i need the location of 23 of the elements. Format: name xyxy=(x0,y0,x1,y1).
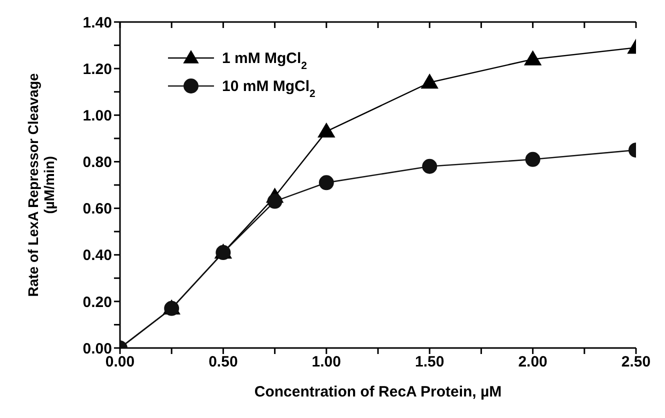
legend-label: 1 mM MgCl$_{2}$ xyxy=(222,50,308,72)
y-axis-title: Rate of LexA Repressor Cleavage (µM/min) xyxy=(25,73,57,297)
x-tick-label: 1.00 xyxy=(312,354,341,371)
point xyxy=(318,175,334,190)
y-tick-label: 0.20 xyxy=(82,294,112,311)
legend-label: 10 mM MgCl$_{2}$ xyxy=(222,78,316,100)
y-tick-label: 0.60 xyxy=(82,200,112,218)
y-tick-label: 1.00 xyxy=(82,107,112,124)
point xyxy=(524,50,542,66)
y-tick-label: 0.40 xyxy=(82,247,112,264)
x-tick-label: 0.50 xyxy=(208,354,238,371)
x-axis-title: Concentration of RecA Protein, µM xyxy=(254,384,502,401)
point xyxy=(525,152,540,167)
x-tick-label: 1.50 xyxy=(415,354,444,371)
y-tick-label: 1.20 xyxy=(82,60,112,78)
point xyxy=(267,194,282,209)
x-tick-label: 2.00 xyxy=(518,354,548,371)
y-tick-label: 0.80 xyxy=(82,154,112,172)
point xyxy=(421,74,438,89)
x-tick-label: 2.50 xyxy=(621,354,651,371)
y-tick-label: 1.40 xyxy=(82,14,112,32)
point xyxy=(318,122,335,138)
point xyxy=(422,158,438,174)
